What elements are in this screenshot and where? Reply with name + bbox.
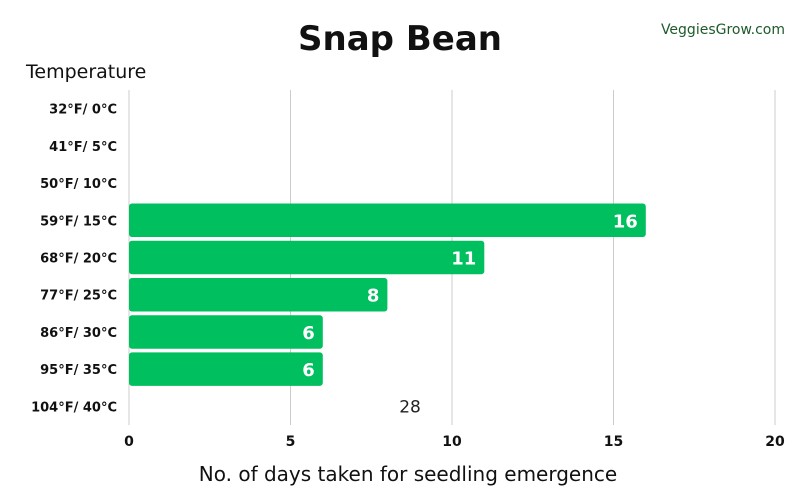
category-label: 32°F/ 0°C — [49, 103, 117, 118]
bar — [129, 203, 646, 238]
category-label: 59°F/ 15°C — [40, 214, 117, 229]
data-label: 16 — [613, 211, 638, 232]
chart-title: Snap Bean — [298, 19, 502, 59]
category-label: 86°F/ 30°C — [40, 326, 117, 341]
category-labels: 32°F/ 0°C 41°F/ 5°C 50°F/ 10°C 59°F/ 15°C 68… — [31, 103, 117, 416]
x-tick-labels: 0 5 10 15 20 — [124, 434, 785, 450]
data-label: 6 — [302, 360, 315, 381]
category-label: 41°F/ 5°C — [49, 140, 117, 155]
data-labels: 16 11 8 6 6 — [302, 211, 638, 381]
category-label: 77°F/ 25°C — [40, 289, 117, 304]
data-label: 8 — [367, 286, 380, 307]
y-axis-label: Temperature — [25, 61, 146, 83]
x-tick-label: 10 — [442, 434, 462, 450]
category-label: 50°F/ 10°C — [40, 177, 117, 192]
data-label: 11 — [451, 249, 476, 270]
annotation-label: 28 — [399, 397, 421, 417]
brand-watermark: VeggiesGrow.com — [661, 22, 785, 38]
bar — [129, 315, 323, 349]
bar — [129, 240, 485, 275]
bar — [129, 352, 323, 386]
annotations: 28 — [399, 397, 421, 417]
category-label: 95°F/ 35°C — [40, 363, 117, 378]
x-tick-label: 20 — [765, 434, 785, 450]
data-label: 6 — [302, 323, 315, 344]
x-axis-label: No. of days taken for seedling emergence — [199, 462, 617, 486]
x-tick-label: 15 — [604, 434, 623, 450]
category-label: 68°F/ 20°C — [40, 252, 117, 267]
bar — [129, 277, 388, 312]
category-label: 104°F/ 40°C — [31, 400, 117, 415]
bars — [129, 203, 646, 386]
x-tick-label: 0 — [124, 434, 134, 450]
x-tick-label: 5 — [286, 434, 296, 450]
